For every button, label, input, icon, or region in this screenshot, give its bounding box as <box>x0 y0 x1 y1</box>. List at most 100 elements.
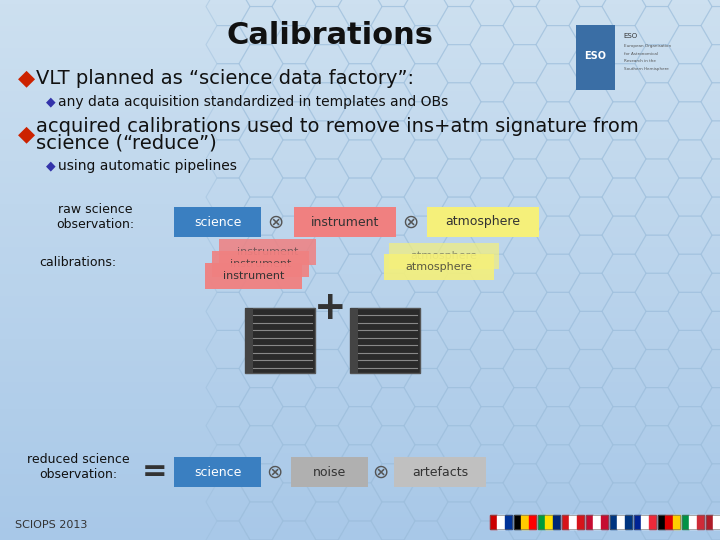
Bar <box>658 515 680 529</box>
Bar <box>642 515 649 529</box>
Bar <box>0 286 720 292</box>
Bar <box>0 265 720 270</box>
Bar <box>0 76 720 81</box>
Bar <box>0 373 720 378</box>
Text: SCIOPS 2013: SCIOPS 2013 <box>15 520 87 530</box>
FancyBboxPatch shape <box>212 251 309 277</box>
Text: instrument: instrument <box>237 247 298 257</box>
Bar <box>0 459 720 464</box>
Bar <box>0 259 720 265</box>
Bar <box>0 81 720 86</box>
Bar <box>0 319 720 324</box>
Text: using automatic pipelines: using automatic pipelines <box>58 159 237 173</box>
Bar <box>0 508 720 513</box>
Bar <box>0 211 720 216</box>
Bar <box>521 515 528 529</box>
Bar <box>0 189 720 194</box>
Bar <box>0 443 720 448</box>
Text: instrument: instrument <box>230 259 291 269</box>
Text: atmosphere: atmosphere <box>446 215 521 228</box>
Bar <box>0 362 720 367</box>
Bar <box>0 470 720 475</box>
Text: any data acquisition standardized in templates and OBs: any data acquisition standardized in tem… <box>58 95 449 109</box>
Bar <box>0 383 720 389</box>
Bar <box>593 515 600 529</box>
Bar <box>0 464 720 470</box>
Bar <box>0 184 720 189</box>
Bar <box>0 151 720 157</box>
Bar <box>0 167 720 173</box>
Bar <box>634 515 656 529</box>
Bar <box>0 173 720 178</box>
Bar <box>528 515 536 529</box>
Bar <box>617 515 625 529</box>
Text: ◆: ◆ <box>46 159 55 172</box>
Text: VLT planned as “science data factory”:: VLT planned as “science data factory”: <box>36 69 414 87</box>
Bar <box>0 400 720 405</box>
Text: ⊗: ⊗ <box>267 213 283 232</box>
Bar <box>0 5 720 11</box>
Text: ⊗: ⊗ <box>266 462 282 482</box>
Bar <box>0 70 720 76</box>
Bar <box>0 254 720 259</box>
Bar <box>538 515 545 529</box>
Text: =: = <box>142 457 168 487</box>
Bar <box>625 515 632 529</box>
Text: noise: noise <box>313 465 346 478</box>
Bar <box>610 515 617 529</box>
Bar <box>0 416 720 421</box>
FancyBboxPatch shape <box>205 263 302 289</box>
Bar <box>562 515 584 529</box>
Bar <box>682 515 689 529</box>
Text: ◆: ◆ <box>18 68 35 88</box>
Bar <box>672 515 680 529</box>
Text: European Organisation: European Organisation <box>624 44 670 48</box>
Bar <box>0 427 720 432</box>
Bar <box>570 515 577 529</box>
Bar <box>0 518 720 524</box>
Text: ESO: ESO <box>624 33 638 39</box>
Bar <box>649 515 656 529</box>
Bar <box>714 515 720 529</box>
FancyBboxPatch shape <box>294 207 396 237</box>
Text: raw science
observation:: raw science observation: <box>56 203 134 231</box>
Bar <box>0 135 720 140</box>
Bar <box>0 140 720 146</box>
Text: science (“reduce”): science (“reduce”) <box>36 133 217 152</box>
Bar <box>0 481 720 486</box>
Bar <box>0 513 720 518</box>
FancyBboxPatch shape <box>576 25 615 90</box>
Bar <box>0 146 720 151</box>
Bar <box>586 515 608 529</box>
Bar <box>0 92 720 97</box>
Bar <box>0 162 720 167</box>
Bar <box>0 227 720 232</box>
Bar <box>0 38 720 43</box>
Text: atmosphere: atmosphere <box>405 262 472 272</box>
Text: Calibrations: Calibrations <box>227 21 433 50</box>
Text: ◆: ◆ <box>46 96 55 109</box>
Bar <box>0 178 720 184</box>
FancyBboxPatch shape <box>350 307 358 373</box>
Bar <box>0 329 720 335</box>
Bar <box>0 130 720 135</box>
Bar <box>0 248 720 254</box>
Bar <box>0 302 720 308</box>
FancyBboxPatch shape <box>394 457 486 487</box>
Bar <box>0 43 720 49</box>
FancyBboxPatch shape <box>389 243 499 269</box>
Bar <box>0 351 720 356</box>
Bar <box>0 281 720 286</box>
FancyBboxPatch shape <box>174 207 261 237</box>
Bar <box>0 275 720 281</box>
Bar <box>0 108 720 113</box>
FancyBboxPatch shape <box>245 307 315 373</box>
Bar <box>490 515 512 529</box>
Bar <box>0 292 720 297</box>
Bar <box>0 200 720 205</box>
Bar <box>0 491 720 497</box>
Bar <box>0 221 720 227</box>
Bar <box>0 103 720 108</box>
Bar <box>0 324 720 329</box>
Text: calibrations:: calibrations: <box>40 255 117 268</box>
